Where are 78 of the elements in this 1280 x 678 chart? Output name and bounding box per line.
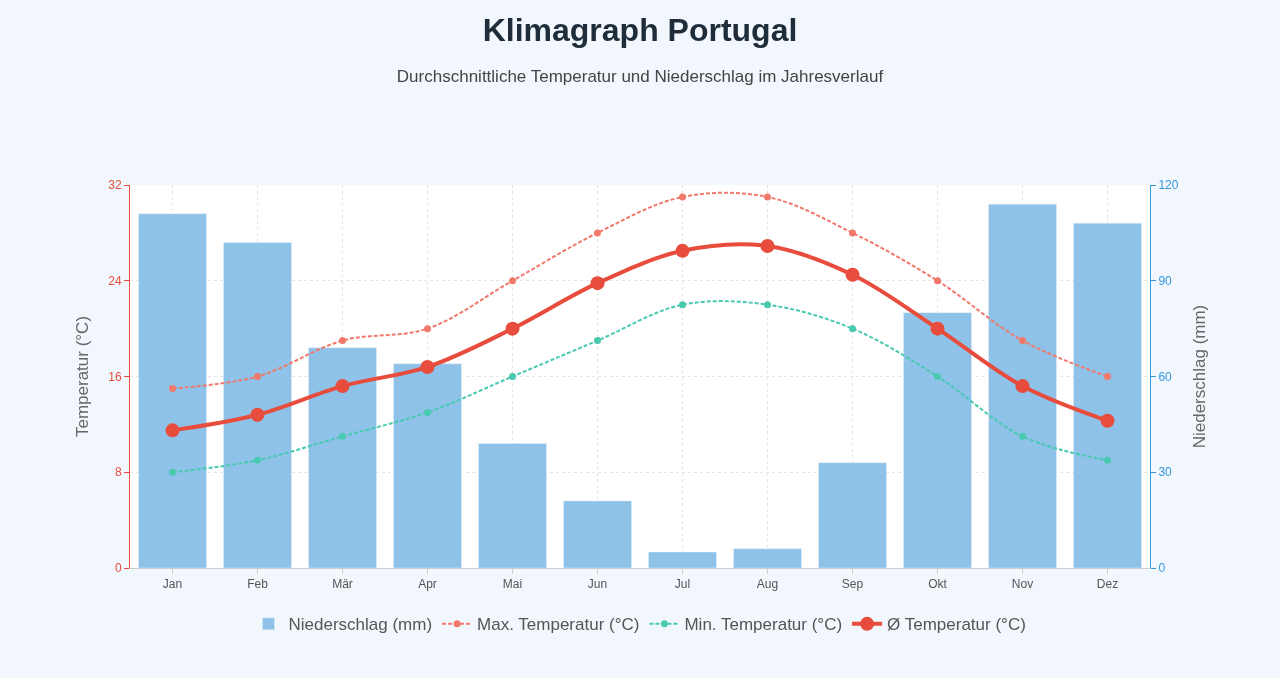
x-tick-label: Nov — [1011, 577, 1034, 592]
chart-title: Klimagraph Portugal — [482, 11, 798, 48]
point — [424, 408, 431, 416]
point — [764, 301, 771, 309]
point — [169, 384, 176, 392]
x-tick-label: Mai — [502, 577, 523, 592]
point — [505, 321, 520, 336]
x-tick-label: Jun — [587, 577, 608, 592]
point — [165, 423, 180, 438]
y2-tick-label: 60 — [1158, 369, 1173, 384]
bar — [988, 203, 1057, 568]
y2-tick-label: 0 — [1158, 561, 1166, 576]
point — [1104, 456, 1111, 464]
point — [169, 468, 176, 476]
y2-axis-title: Niederschlag (mm) — [1190, 304, 1210, 449]
point — [250, 407, 265, 422]
bar — [1073, 223, 1142, 568]
point — [335, 379, 350, 394]
bar — [478, 443, 547, 568]
point — [254, 373, 261, 380]
point — [254, 456, 261, 464]
bar — [648, 551, 717, 568]
bar — [903, 312, 972, 568]
x-tick-label: Jan — [162, 577, 183, 592]
point — [845, 267, 860, 282]
legend-label: Max. Temperatur (°C) — [477, 615, 640, 635]
x-tick-label: Jul — [674, 577, 691, 592]
point — [930, 321, 945, 336]
point — [509, 277, 516, 285]
bar — [223, 242, 292, 568]
x-tick-label: Aug — [756, 577, 779, 592]
point — [1015, 379, 1030, 394]
point — [420, 359, 435, 374]
point — [849, 325, 856, 333]
point — [594, 337, 601, 345]
point — [934, 373, 941, 380]
legend-label: Ø Temperatur (°C) — [887, 615, 1026, 635]
bar — [308, 347, 377, 568]
point — [1019, 432, 1026, 440]
y2-tick-label: 30 — [1158, 465, 1173, 480]
x-tick-label: Sep — [841, 577, 864, 592]
y-tick-label: 8 — [114, 465, 122, 480]
point — [679, 301, 686, 309]
y-tick-label: 16 — [108, 369, 122, 384]
point — [509, 373, 516, 380]
point — [934, 277, 941, 285]
legend-label: Niederschlag (mm) — [288, 615, 433, 635]
bar — [138, 213, 207, 568]
x-tick-label: Okt — [928, 577, 948, 592]
point — [1104, 373, 1111, 380]
y-tick-label: 0 — [114, 561, 122, 576]
point — [339, 337, 346, 345]
point — [424, 325, 431, 333]
y-axis-title: Temperatur (°C) — [72, 315, 92, 438]
point — [760, 239, 775, 254]
bar — [733, 548, 802, 568]
y-tick-label: 32 — [108, 178, 122, 193]
x-tick-label: Apr — [418, 577, 437, 592]
x-tick-label: Mär — [332, 577, 353, 592]
bar — [818, 462, 887, 568]
y-tick-label: 24 — [108, 273, 122, 288]
x-tick-label: Feb — [247, 577, 269, 592]
point — [764, 193, 771, 201]
point — [1100, 413, 1115, 428]
point — [339, 432, 346, 440]
y2-tick-label: 90 — [1158, 273, 1173, 288]
point — [1019, 337, 1026, 345]
point — [849, 229, 856, 237]
legend-label: Min. Temperatur (°C) — [684, 615, 843, 635]
bar — [563, 500, 632, 568]
point — [679, 193, 686, 201]
y2-tick-label: 120 — [1158, 178, 1179, 193]
point — [675, 243, 690, 258]
point — [590, 276, 605, 291]
chart-subtitle: Durchschnittliche Temperatur und Niederschlag im Jahresverlauf — [396, 67, 884, 87]
bar — [393, 363, 462, 568]
point — [594, 229, 601, 237]
x-tick-label: Dez — [1096, 577, 1119, 592]
